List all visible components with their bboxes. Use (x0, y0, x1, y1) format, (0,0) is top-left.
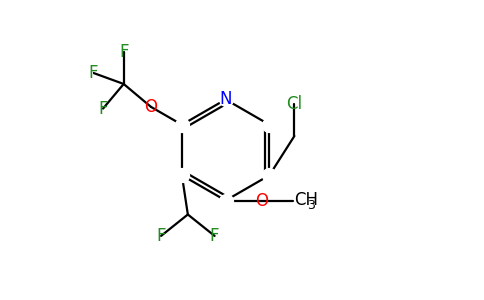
Text: F: F (156, 227, 166, 245)
Text: F: F (119, 43, 128, 61)
Text: Cl: Cl (287, 95, 302, 113)
Text: F: F (98, 100, 108, 118)
Text: N: N (219, 91, 232, 109)
Text: F: F (210, 227, 219, 245)
Text: F: F (89, 64, 98, 82)
Text: O: O (255, 191, 268, 209)
Text: 3: 3 (307, 200, 315, 212)
Text: O: O (145, 98, 157, 116)
Text: CH: CH (294, 190, 318, 208)
